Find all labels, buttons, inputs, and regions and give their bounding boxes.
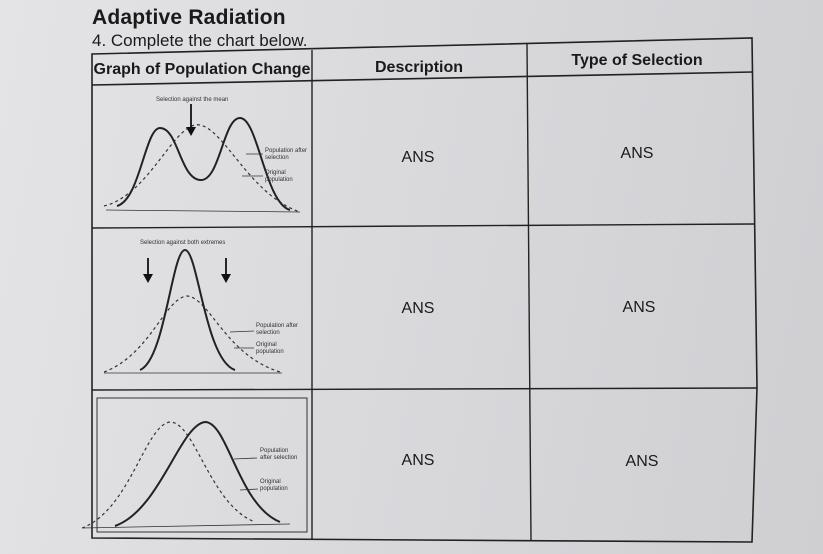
original-population-curve-3 [81, 421, 256, 529]
graph-label-original-1: Original population [265, 170, 293, 183]
page-title: Adaptive Radiation [92, 6, 286, 29]
after-selection-curve-2 [139, 248, 236, 371]
arrowhead-2b [221, 274, 231, 283]
answer-description-2[interactable]: ANS [401, 300, 435, 317]
graph-stabilizing [103, 248, 282, 374]
row-divider-1 [91, 223, 756, 229]
label-leader-after-3 [233, 457, 258, 460]
table-border [91, 37, 758, 543]
baseline-3 [81, 523, 291, 529]
original-population-curve-2 [103, 295, 281, 373]
graph-caption-1: Selection against the mean [156, 97, 229, 103]
header-graph: Graph of Population Change [93, 61, 311, 78]
original-population-curve-1 [103, 124, 301, 213]
label-leader-original-3 [239, 488, 259, 491]
after-selection-curve-1 [116, 116, 291, 211]
answer-type-2[interactable]: ANS [622, 299, 656, 316]
header-type-of-selection: Type of Selection [571, 52, 703, 69]
answer-type-1[interactable]: ANS [620, 145, 654, 162]
graph-label-after-2: Population after selection [256, 323, 299, 336]
graph-label-after-1: Population after selection [265, 148, 308, 161]
graph-label-after-3: Population after selection [260, 448, 298, 461]
answer-description-3[interactable]: ANS [401, 452, 435, 469]
graph-disruptive [103, 104, 301, 213]
graph-directional [81, 397, 308, 533]
answer-type-3[interactable]: ANS [625, 453, 659, 470]
row-divider-2 [91, 387, 758, 391]
header-divider [91, 71, 754, 86]
graph-label-original-2: Original population [256, 342, 284, 355]
graph-frame-3 [96, 397, 308, 533]
baseline-1 [105, 209, 301, 213]
label-leader-after-2 [229, 330, 255, 333]
graph-label-original-3: Original population [260, 479, 288, 492]
column-divider-2 [526, 43, 532, 542]
instruction-text: 4. Complete the chart below. [92, 31, 308, 50]
arrowhead-1 [186, 127, 196, 136]
header-description: Description [374, 59, 464, 76]
arrowhead-2a [143, 274, 153, 283]
graph-caption-2: Selection against both extremes [140, 240, 226, 246]
after-selection-curve-3 [114, 420, 281, 527]
answer-description-1[interactable]: ANS [401, 149, 435, 166]
